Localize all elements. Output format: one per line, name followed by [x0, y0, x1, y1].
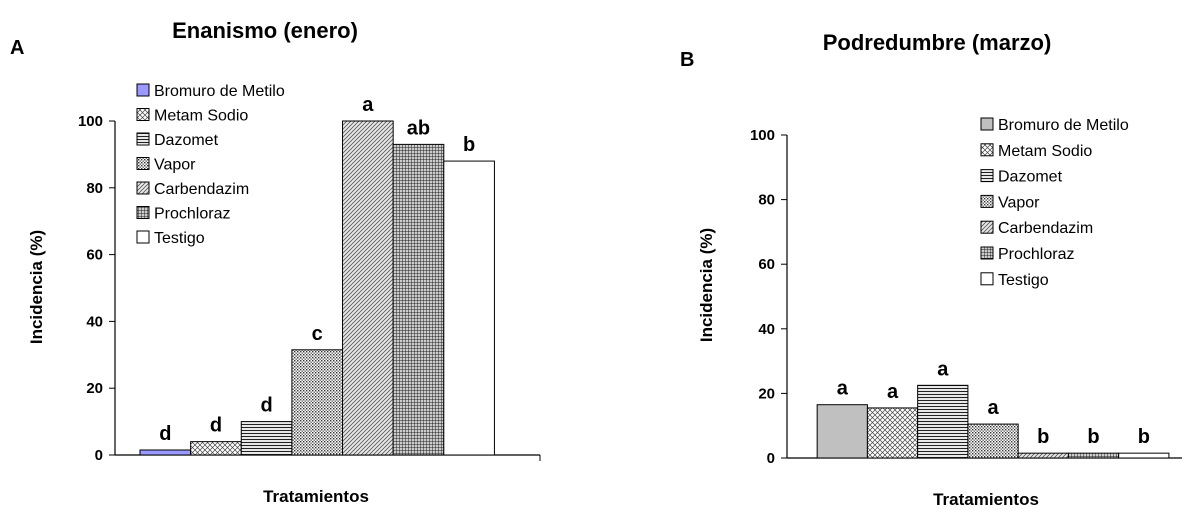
x-axis-title-a: Tratamientos [263, 487, 369, 506]
legend-swatch-a-7 [136, 230, 150, 244]
legend-swatch-a-2 [136, 108, 150, 121]
significance-label-a-6: ab [407, 117, 430, 139]
legend-label-a-3: Dazomet [154, 132, 219, 149]
legend-swatch-a-6 [136, 206, 150, 219]
y-tick-label-b: 0 [767, 450, 775, 467]
significance-label-b-1: a [837, 378, 849, 400]
significance-label-a-3: d [260, 395, 272, 417]
bar-a-2 [190, 441, 242, 456]
legend-label-b-5: Carbendazim [998, 220, 1093, 237]
y-axis-title-a: Incidencia (%) [27, 230, 46, 344]
legend-label-b-7: Testigo [998, 272, 1049, 289]
y-axis-title-b: Incidencia (%) [697, 228, 716, 342]
bar-b-4 [967, 423, 1019, 459]
legend-swatch-b-3 [980, 169, 994, 183]
bar-a-5 [342, 120, 394, 456]
legend-label-a-6: Prochloraz [154, 206, 230, 223]
significance-label-a-1: d [159, 423, 171, 445]
bar-b-3 [917, 384, 969, 459]
legend-a: Bromuro de Metilo Metam Sodio Dazomet Vapor… [136, 83, 285, 247]
legend-swatch-a-5 [136, 181, 150, 195]
bar-a-3 [240, 421, 293, 456]
legend-label-b-2: Metam Sodio [998, 143, 1092, 160]
legend-label-a-2: Metam Sodio [154, 108, 248, 125]
bar-b-2 [866, 407, 919, 459]
chart-title-a: Enanismo (enero) [172, 18, 358, 43]
panel-letter-b: B [680, 49, 694, 71]
legend-label-b-1: Bromuro de Metilo [998, 117, 1129, 134]
y-tick-label-a: 20 [86, 380, 103, 397]
legend-label-a-1: Bromuro de Metilo [154, 83, 285, 100]
significance-label-b-3: a [937, 358, 949, 380]
significance-label-a-2: d [210, 415, 222, 437]
y-tick-label-a: 80 [86, 180, 103, 197]
y-tick-label-a: 40 [86, 313, 103, 330]
plot-area-a: 0 20 40 60 80 100 d d d c a ab b [78, 94, 541, 464]
y-tick-label-a: 100 [78, 113, 103, 130]
y-tick-label-b: 60 [758, 256, 775, 273]
bar-b-1 [816, 404, 868, 459]
bar-a-1 [139, 449, 192, 456]
legend-label-b-4: Vapor [998, 194, 1040, 211]
bar-b-6 [1067, 452, 1120, 459]
y-tick-label-b: 100 [750, 127, 775, 144]
bar-b-7 [1118, 452, 1170, 459]
bar-b-5 [1017, 452, 1069, 459]
legend-swatch-b-2 [980, 143, 994, 157]
significance-label-a-7: b [463, 134, 475, 156]
legend-swatch-b-5 [980, 220, 994, 234]
panel-letter-a: A [10, 37, 24, 59]
legend-label-a-4: Vapor [154, 157, 196, 174]
bar-a-7 [443, 160, 495, 456]
y-tick-label-b: 80 [758, 192, 775, 209]
legend-label-a-7: Testigo [154, 230, 205, 247]
chart-title-b: Podredumbre (marzo) [823, 30, 1052, 55]
legend-swatch-a-4 [136, 157, 150, 170]
bar-a-4 [291, 349, 344, 456]
y-tick-label-a: 0 [95, 447, 103, 464]
y-tick-label-b: 20 [758, 385, 775, 402]
legend-swatch-a-1 [136, 83, 150, 97]
significance-label-b-5: b [1037, 426, 1049, 448]
legend-b: Bromuro de Metilo Metam Sodio Dazomet Vapor… [980, 117, 1129, 289]
legend-swatch-a-3 [136, 132, 150, 146]
legend-swatch-b-1 [980, 117, 994, 131]
legend-label-b-6: Prochloraz [998, 246, 1074, 263]
legend-swatch-b-6 [980, 246, 994, 260]
plot-area-b: 0 20 40 60 80 100 a a a a b b b [750, 127, 1182, 467]
significance-label-b-4: a [987, 397, 999, 419]
significance-label-b-7: b [1138, 426, 1150, 448]
legend-swatch-b-4 [980, 194, 994, 208]
significance-label-b-2: a [887, 381, 899, 403]
legend-swatch-b-7 [980, 272, 994, 286]
legend-label-a-5: Carbendazim [154, 181, 249, 198]
significance-label-b-6: b [1087, 426, 1099, 448]
bar-a-6 [392, 143, 445, 456]
significance-label-a-5: a [362, 94, 374, 116]
legend-label-b-3: Dazomet [998, 169, 1063, 186]
x-axis-title-b: Tratamientos [933, 490, 1039, 509]
significance-label-a-4: c [312, 323, 323, 345]
y-tick-label-b: 40 [758, 321, 775, 338]
y-tick-label-a: 60 [86, 247, 103, 264]
